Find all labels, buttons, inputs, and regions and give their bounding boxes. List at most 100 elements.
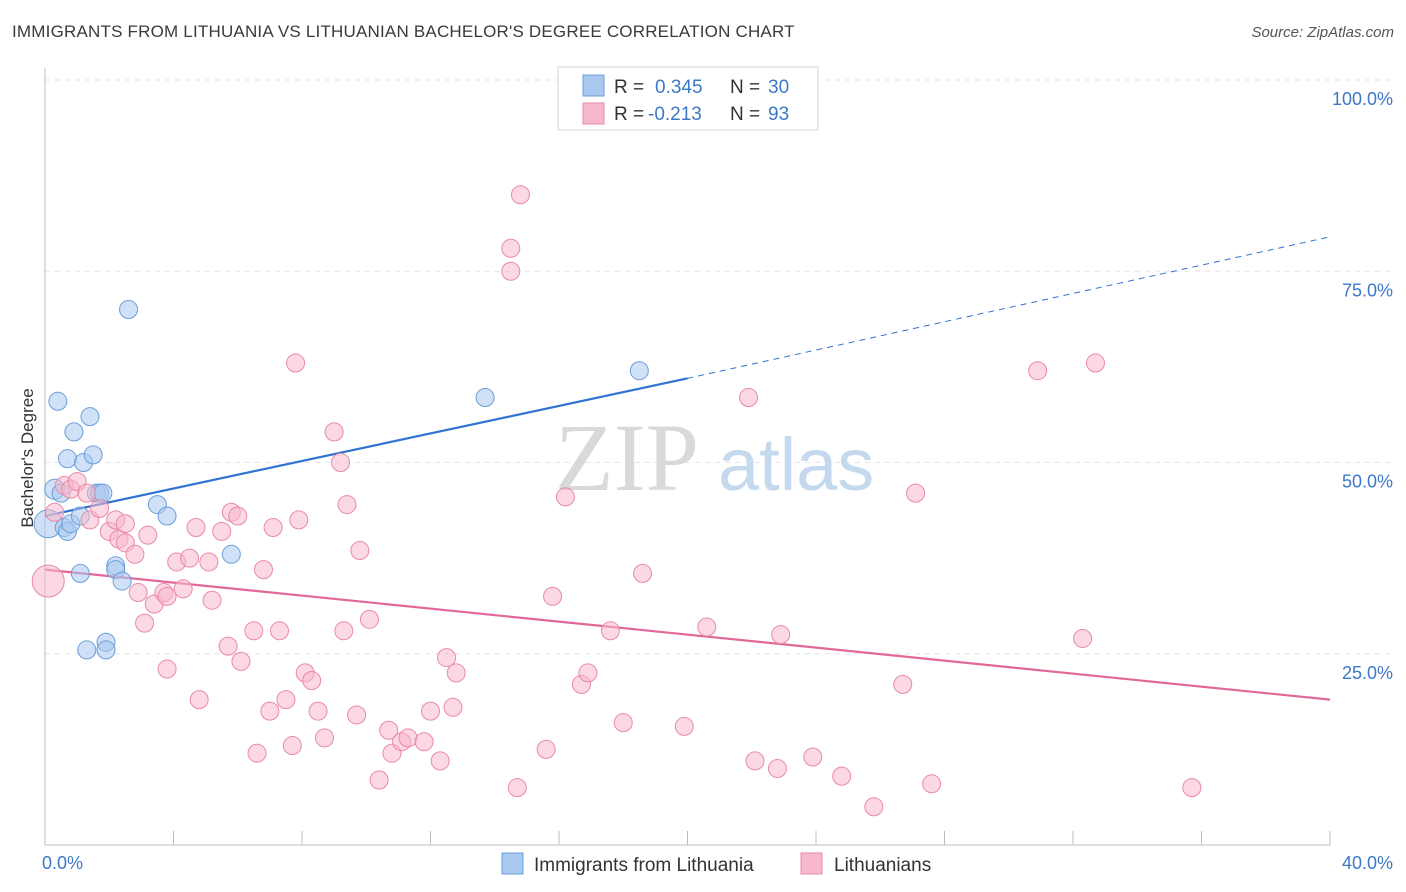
chart-title: IMMIGRANTS FROM LITHUANIA VS LITHUANIAN … [12,22,795,41]
axes [44,68,1331,846]
data-point-blue [112,571,132,591]
data-point-pink [45,502,65,522]
legend-r-value-pink: -0.213 [648,104,702,125]
data-point-pink [767,759,787,778]
data-point-pink [125,544,145,564]
series-legend-label-blue: Immigrants from Lithuania [534,855,754,876]
series-legend: Immigrants from Lithuania Lithuanians [501,852,931,876]
data-point-pink [1073,628,1093,648]
data-point-pink [893,674,913,694]
data-point-pink [543,586,563,606]
data-point-pink [202,590,222,610]
data-point-pink [231,651,251,671]
data-point-pink [189,690,209,710]
data-point-blue [48,391,68,411]
data-point-pink [324,422,344,442]
legend-n-label-blue: N = [730,77,760,98]
legend-n-label-pink: N = [730,104,760,125]
data-point-pink [578,663,598,683]
data-point-blue [93,483,113,503]
data-point-pink [286,353,306,373]
watermark: ZIP atlas [555,404,874,511]
data-point-pink [379,720,399,740]
data-point-pink [337,495,357,515]
data-point-pink [308,701,328,721]
data-point-pink [739,387,759,407]
data-point-blue [80,407,100,427]
series-legend-swatch-pink [800,852,823,875]
series-legend-label-pink: Lithuanians [834,855,931,876]
data-point-pink [347,705,367,725]
data-point-pink [289,510,309,530]
data-point-pink [510,185,530,205]
data-point-pink [260,701,280,721]
data-point-pink [922,774,942,794]
data-point-pink [633,563,653,583]
watermark-atlas: atlas [718,423,874,506]
source-attribution: Source: ZipAtlas.com [1251,24,1394,41]
data-point-pink [334,621,354,641]
data-point-pink [501,238,521,258]
data-point-pink [600,621,620,641]
data-point-pink [745,751,765,771]
trend-lines [44,236,1331,701]
data-point-pink [803,747,823,767]
data-point-pink [398,728,418,748]
trend-line-blue-extension [687,236,1331,379]
legend-n-value-blue: 30 [768,77,789,98]
data-point-pink [128,583,148,603]
data-point-pink [276,690,296,710]
data-point-pink [1028,361,1048,381]
data-point-blue [157,506,177,526]
data-point-pink [414,732,434,752]
data-point-pink [1085,353,1105,373]
data-point-pink [253,560,273,580]
legend-swatch-blue [582,74,605,97]
data-point-pink [446,663,466,683]
data-point-blue [57,449,77,469]
data-point-pink [369,770,389,790]
data-point-pink [247,743,267,763]
data-point-pink [501,261,521,281]
data-point-pink [138,525,158,545]
data-point-blue [475,387,495,407]
data-point-pink [180,548,200,568]
data-point-pink [536,739,556,759]
data-point-pink [270,621,290,641]
data-point-pink [437,648,457,668]
data-point-pink [771,625,791,645]
legend-swatch-pink [582,102,605,125]
data-point-pink [115,514,135,534]
data-point-blue [119,300,139,319]
data-point-pink [228,506,248,526]
data-point-pink [77,483,97,503]
data-point-pink [157,586,177,606]
y-tick-label: 50.0% [1342,472,1393,492]
trend-line-pink [44,568,1331,701]
y-axis-title: Bachelor's Degree [18,388,37,527]
data-point-pink [1182,778,1202,798]
data-point-pink [697,617,717,637]
data-point-blue [64,422,84,442]
data-point-pink [173,579,193,599]
legend-r-label-blue: R = [614,77,644,98]
data-point-pink [31,564,65,598]
data-point-pink [507,778,527,798]
data-point-pink [90,498,110,518]
data-point-pink [421,701,440,721]
data-point-pink [674,716,694,736]
data-point-pink [331,453,351,472]
data-point-blue [96,640,116,660]
data-point-pink [157,659,177,679]
data-point-pink [186,518,206,538]
data-point-pink [864,797,884,817]
gridlines [45,79,1393,655]
legend-r-label-pink: R = [614,104,644,125]
x-tick-label-max: 40.0% [1342,853,1393,873]
y-tick-label: 75.0% [1342,280,1393,300]
data-point-blue [70,563,90,583]
data-point-pink [212,521,232,541]
data-point-pink [314,728,334,748]
data-point-pink [350,540,370,560]
legend-n-value-pink: 93 [768,104,789,125]
